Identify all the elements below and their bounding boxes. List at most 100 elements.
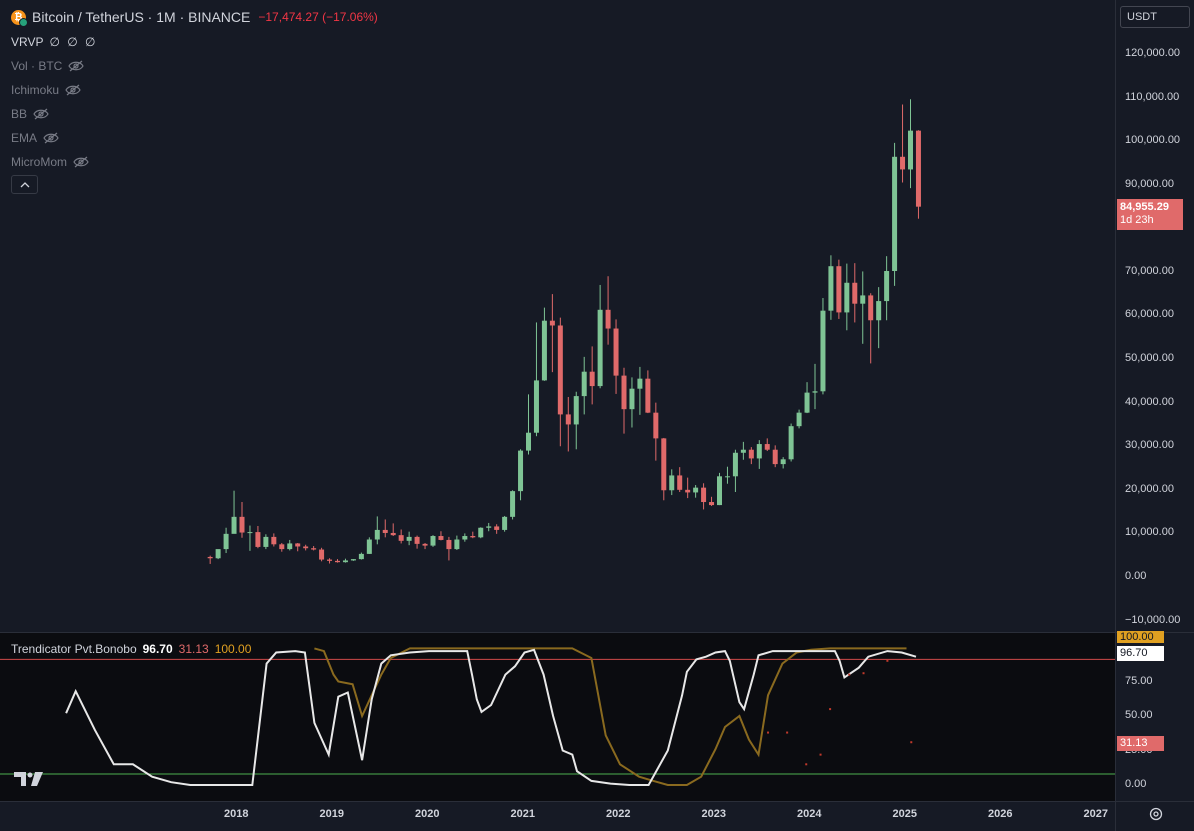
candle-body [549,320,555,326]
candle-body [613,328,619,376]
candle [884,256,890,321]
candle-body [518,450,524,492]
oscillator-chart[interactable] [0,633,1115,801]
candle-body [884,270,890,302]
candle [645,370,651,414]
oscillator-axis-label: 0.00 [1125,778,1147,790]
currency-button[interactable]: USDT [1120,6,1190,28]
collapse-legend-button[interactable] [11,175,38,194]
price-axis-label: 30,000.00 [1125,439,1174,452]
candle-body [804,392,810,413]
indicator-name: VRVP [11,35,44,49]
oscillator-legend[interactable]: Trendicator Pvt.Bonobo 96.70 31.13 100.0… [11,642,251,656]
candle [502,515,508,532]
candle-body [661,438,667,491]
candle-body [462,536,468,540]
settings-gear-icon[interactable] [1148,806,1164,822]
candle [740,441,746,460]
candle-body [526,432,531,451]
candle [876,287,882,349]
symbol-title[interactable]: Bitcoin / TetherUS · 1M · BINANCE [32,9,251,25]
oscillator-main-line [65,648,917,786]
candle-body [748,449,754,459]
candle-body [494,526,500,530]
bitcoin-logo-icon: ₿ [11,9,28,27]
candle-body [470,536,476,538]
candle-body [215,549,221,559]
hidden-eye-icon[interactable] [68,60,85,72]
candle-body [430,536,436,546]
candle [724,466,730,484]
price-chart[interactable] [0,0,1115,632]
oscillator-dot [886,659,889,662]
candle [422,542,428,550]
price-axis-label: 20,000.00 [1125,482,1174,495]
pane-separator[interactable] [0,632,1194,633]
oscillator-dot [848,673,851,676]
price-axis-label: 60,000.00 [1125,308,1174,321]
candle [732,449,738,492]
oscillator-value-2: 31.13 [178,642,209,656]
candle [900,104,906,183]
candle [764,438,770,452]
candle-body [557,325,563,415]
candle-body [836,266,842,313]
candle [207,555,213,564]
candle-body [327,559,333,561]
oscillator-value-3: 100.00 [214,642,252,656]
indicator-vol[interactable]: Vol · BTC [11,59,85,73]
candle-body [446,539,452,550]
candle-body [263,536,269,547]
candle-body [844,282,850,313]
candle-body [239,516,245,533]
oscillator-axis-label: 50.00 [1125,709,1153,721]
time-axis-label: 2027 [1083,808,1108,820]
hidden-eye-icon[interactable] [65,84,81,96]
candle [454,535,460,550]
bar-countdown: 1d 23h [1120,214,1154,226]
candle [247,525,253,551]
candle [478,527,484,539]
indicator-ichimoku[interactable]: Ichimoku [11,83,81,97]
candle [693,485,699,498]
indicator-ema[interactable]: EMA [11,131,59,145]
indicator-vrvp[interactable]: VRVP ∅ ∅ ∅ [11,35,98,49]
tradingview-logo-icon[interactable] [14,771,44,787]
candle [756,440,762,469]
candle-body [287,543,293,550]
price-axis-label: 120,000.00 [1125,46,1181,59]
candle [303,544,309,551]
candle [557,317,563,447]
indicator-micromom[interactable]: MicroMom [11,155,89,169]
candle [629,377,635,428]
indicator-values: ∅ ∅ ∅ [49,35,98,49]
candle-body [581,371,587,397]
candle [414,535,420,549]
candle [701,483,707,510]
oscillator-pane [0,633,1115,801]
candle-body [478,527,484,538]
indicator-name: BB [11,107,28,121]
oscillator-value-1: 96.70 [142,642,173,656]
candle-body [621,375,627,410]
hidden-eye-icon[interactable] [33,108,49,120]
oscillator-dot [862,672,865,675]
candle-body [860,295,866,304]
candle [852,263,858,323]
hidden-eye-icon[interactable] [43,132,59,144]
candle [860,271,866,344]
candle [868,293,874,364]
price-axis-label: 70,000.00 [1125,264,1174,277]
oscillator-dot [786,731,789,734]
candle [581,356,587,415]
candle-body [597,309,603,387]
hidden-eye-icon[interactable] [73,156,89,168]
candle [470,531,476,539]
candle [677,467,683,492]
indicator-bb[interactable]: BB [11,107,49,121]
current-price-tag: 84,955.29 1d 23h [1117,199,1183,230]
currency-label: USDT [1127,11,1157,23]
candle [486,522,492,532]
candle [828,255,834,320]
